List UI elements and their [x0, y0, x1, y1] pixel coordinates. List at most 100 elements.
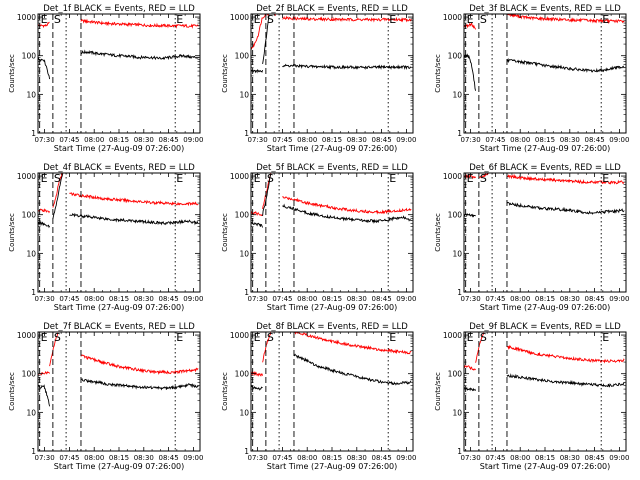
x-tick-label: 07:45: [485, 295, 505, 303]
marker-label: E: [176, 13, 183, 26]
series-line-events: [80, 378, 199, 391]
series-group: [464, 332, 625, 392]
series-line-events: [262, 14, 270, 64]
x-tick-label: 08:45: [584, 136, 604, 144]
x-tick-label: 07:45: [485, 454, 505, 462]
marker-label: E: [467, 331, 474, 344]
series-group: [464, 173, 625, 218]
x-tick-label: 08:00: [510, 136, 530, 144]
series-line-events: [69, 212, 199, 226]
series-line-lld: [475, 332, 485, 363]
x-axis-label: Start Time (27-Aug-09 07:26:00): [267, 144, 398, 153]
y-axis-label: Counts/sec: [434, 372, 442, 411]
x-tick-label: 08:15: [535, 454, 555, 462]
x-axis-label: Start Time (27-Aug-09 07:26:00): [480, 303, 611, 312]
x-tick-label: 08:00: [84, 295, 104, 303]
x-axis-label: Start Time (27-Aug-09 07:26:00): [267, 303, 398, 312]
y-tick-label: 1: [244, 447, 249, 456]
x-tick-label: 09:00: [396, 454, 416, 462]
series-line-events: [506, 57, 625, 73]
panel-title: Det_7f BLACK = Events, RED = LLD: [43, 322, 195, 332]
x-tick-label: 08:00: [297, 454, 317, 462]
series-line-lld: [262, 332, 272, 363]
series-line-lld: [293, 332, 412, 355]
x-tick-label: 08:15: [109, 136, 129, 144]
y-tick-label: 1000: [17, 331, 36, 340]
plot-frame: [250, 13, 414, 134]
series-group: [38, 18, 199, 80]
y-tick-label: 100: [448, 52, 463, 61]
series-line-events: [282, 203, 412, 224]
y-axis-label: Counts/sec: [8, 213, 16, 252]
y-tick-label: 1: [31, 129, 36, 138]
x-tick-label: 08:30: [560, 454, 580, 462]
marker-label: E: [467, 13, 474, 26]
series-line-lld: [506, 14, 625, 25]
x-tick-label: 07:30: [461, 136, 481, 144]
x-tick-label: 08:45: [371, 454, 391, 462]
marker-label: E: [389, 331, 396, 344]
plot-frame: [37, 331, 201, 452]
x-axis-label: Start Time (27-Aug-09 07:26:00): [480, 462, 611, 471]
y-tick-label: 100: [235, 52, 250, 61]
marker-label: E: [254, 331, 261, 344]
panel-title: Det_2f BLACK = Events, RED = LLD: [256, 4, 408, 14]
plot-frame: [37, 13, 201, 134]
series-line-lld: [49, 332, 59, 367]
y-tick-label: 1000: [17, 13, 36, 22]
marker-label: E: [254, 172, 261, 185]
x-tick-label: 07:45: [485, 136, 505, 144]
x-tick-label: 08:30: [134, 136, 154, 144]
series-line-events: [52, 173, 64, 219]
x-tick-label: 09:00: [183, 454, 203, 462]
x-tick-label: 07:30: [461, 454, 481, 462]
marker-label: S: [267, 13, 274, 26]
x-tick-label: 09:00: [609, 136, 629, 144]
marker-label: E: [254, 13, 261, 26]
y-tick-label: 1000: [230, 331, 249, 340]
x-tick-label: 08:00: [84, 136, 104, 144]
x-tick-label: 07:45: [59, 454, 79, 462]
series-group: [38, 332, 199, 407]
y-tick-label: 1000: [443, 172, 462, 181]
x-tick-label: 08:45: [158, 454, 178, 462]
x-tick-label: 07:30: [248, 295, 268, 303]
marker-label: E: [176, 331, 183, 344]
marker-label: E: [602, 172, 609, 185]
x-tick-label: 08:30: [347, 295, 367, 303]
x-tick-label: 09:00: [183, 295, 203, 303]
marker-label: E: [602, 13, 609, 26]
y-tick-label: 1: [244, 129, 249, 138]
x-tick-label: 08:45: [158, 136, 178, 144]
y-axis-label: Counts/sec: [8, 372, 16, 411]
plot-frame: [250, 172, 414, 293]
y-tick-label: 10: [239, 408, 249, 417]
series-line-events: [506, 202, 625, 215]
series-group: [464, 14, 625, 91]
series-line-lld: [80, 18, 199, 29]
x-tick-label: 08:15: [322, 295, 342, 303]
panel-title: Det_5f BLACK = Events, RED = LLD: [256, 163, 408, 173]
x-tick-label: 09:00: [396, 295, 416, 303]
marker-label: S: [267, 331, 274, 344]
x-tick-label: 07:45: [272, 136, 292, 144]
series-line-events: [293, 353, 412, 386]
x-tick-label: 08:45: [371, 136, 391, 144]
series-line-lld: [464, 365, 476, 371]
panel-title: Det_3f BLACK = Events, RED = LLD: [469, 4, 621, 14]
y-tick-label: 10: [452, 90, 462, 99]
x-tick-label: 08:30: [134, 454, 154, 462]
series-line-lld: [52, 173, 64, 208]
series-line-lld: [282, 15, 412, 23]
x-tick-label: 08:15: [535, 136, 555, 144]
x-tick-label: 08:30: [347, 136, 367, 144]
y-tick-label: 1: [31, 447, 36, 456]
marker-label: S: [267, 172, 274, 185]
marker-label: S: [480, 13, 487, 26]
series-line-lld: [506, 344, 625, 364]
panel-title: Det_6f BLACK = Events, RED = LLD: [469, 163, 621, 173]
y-tick-label: 1: [457, 129, 462, 138]
